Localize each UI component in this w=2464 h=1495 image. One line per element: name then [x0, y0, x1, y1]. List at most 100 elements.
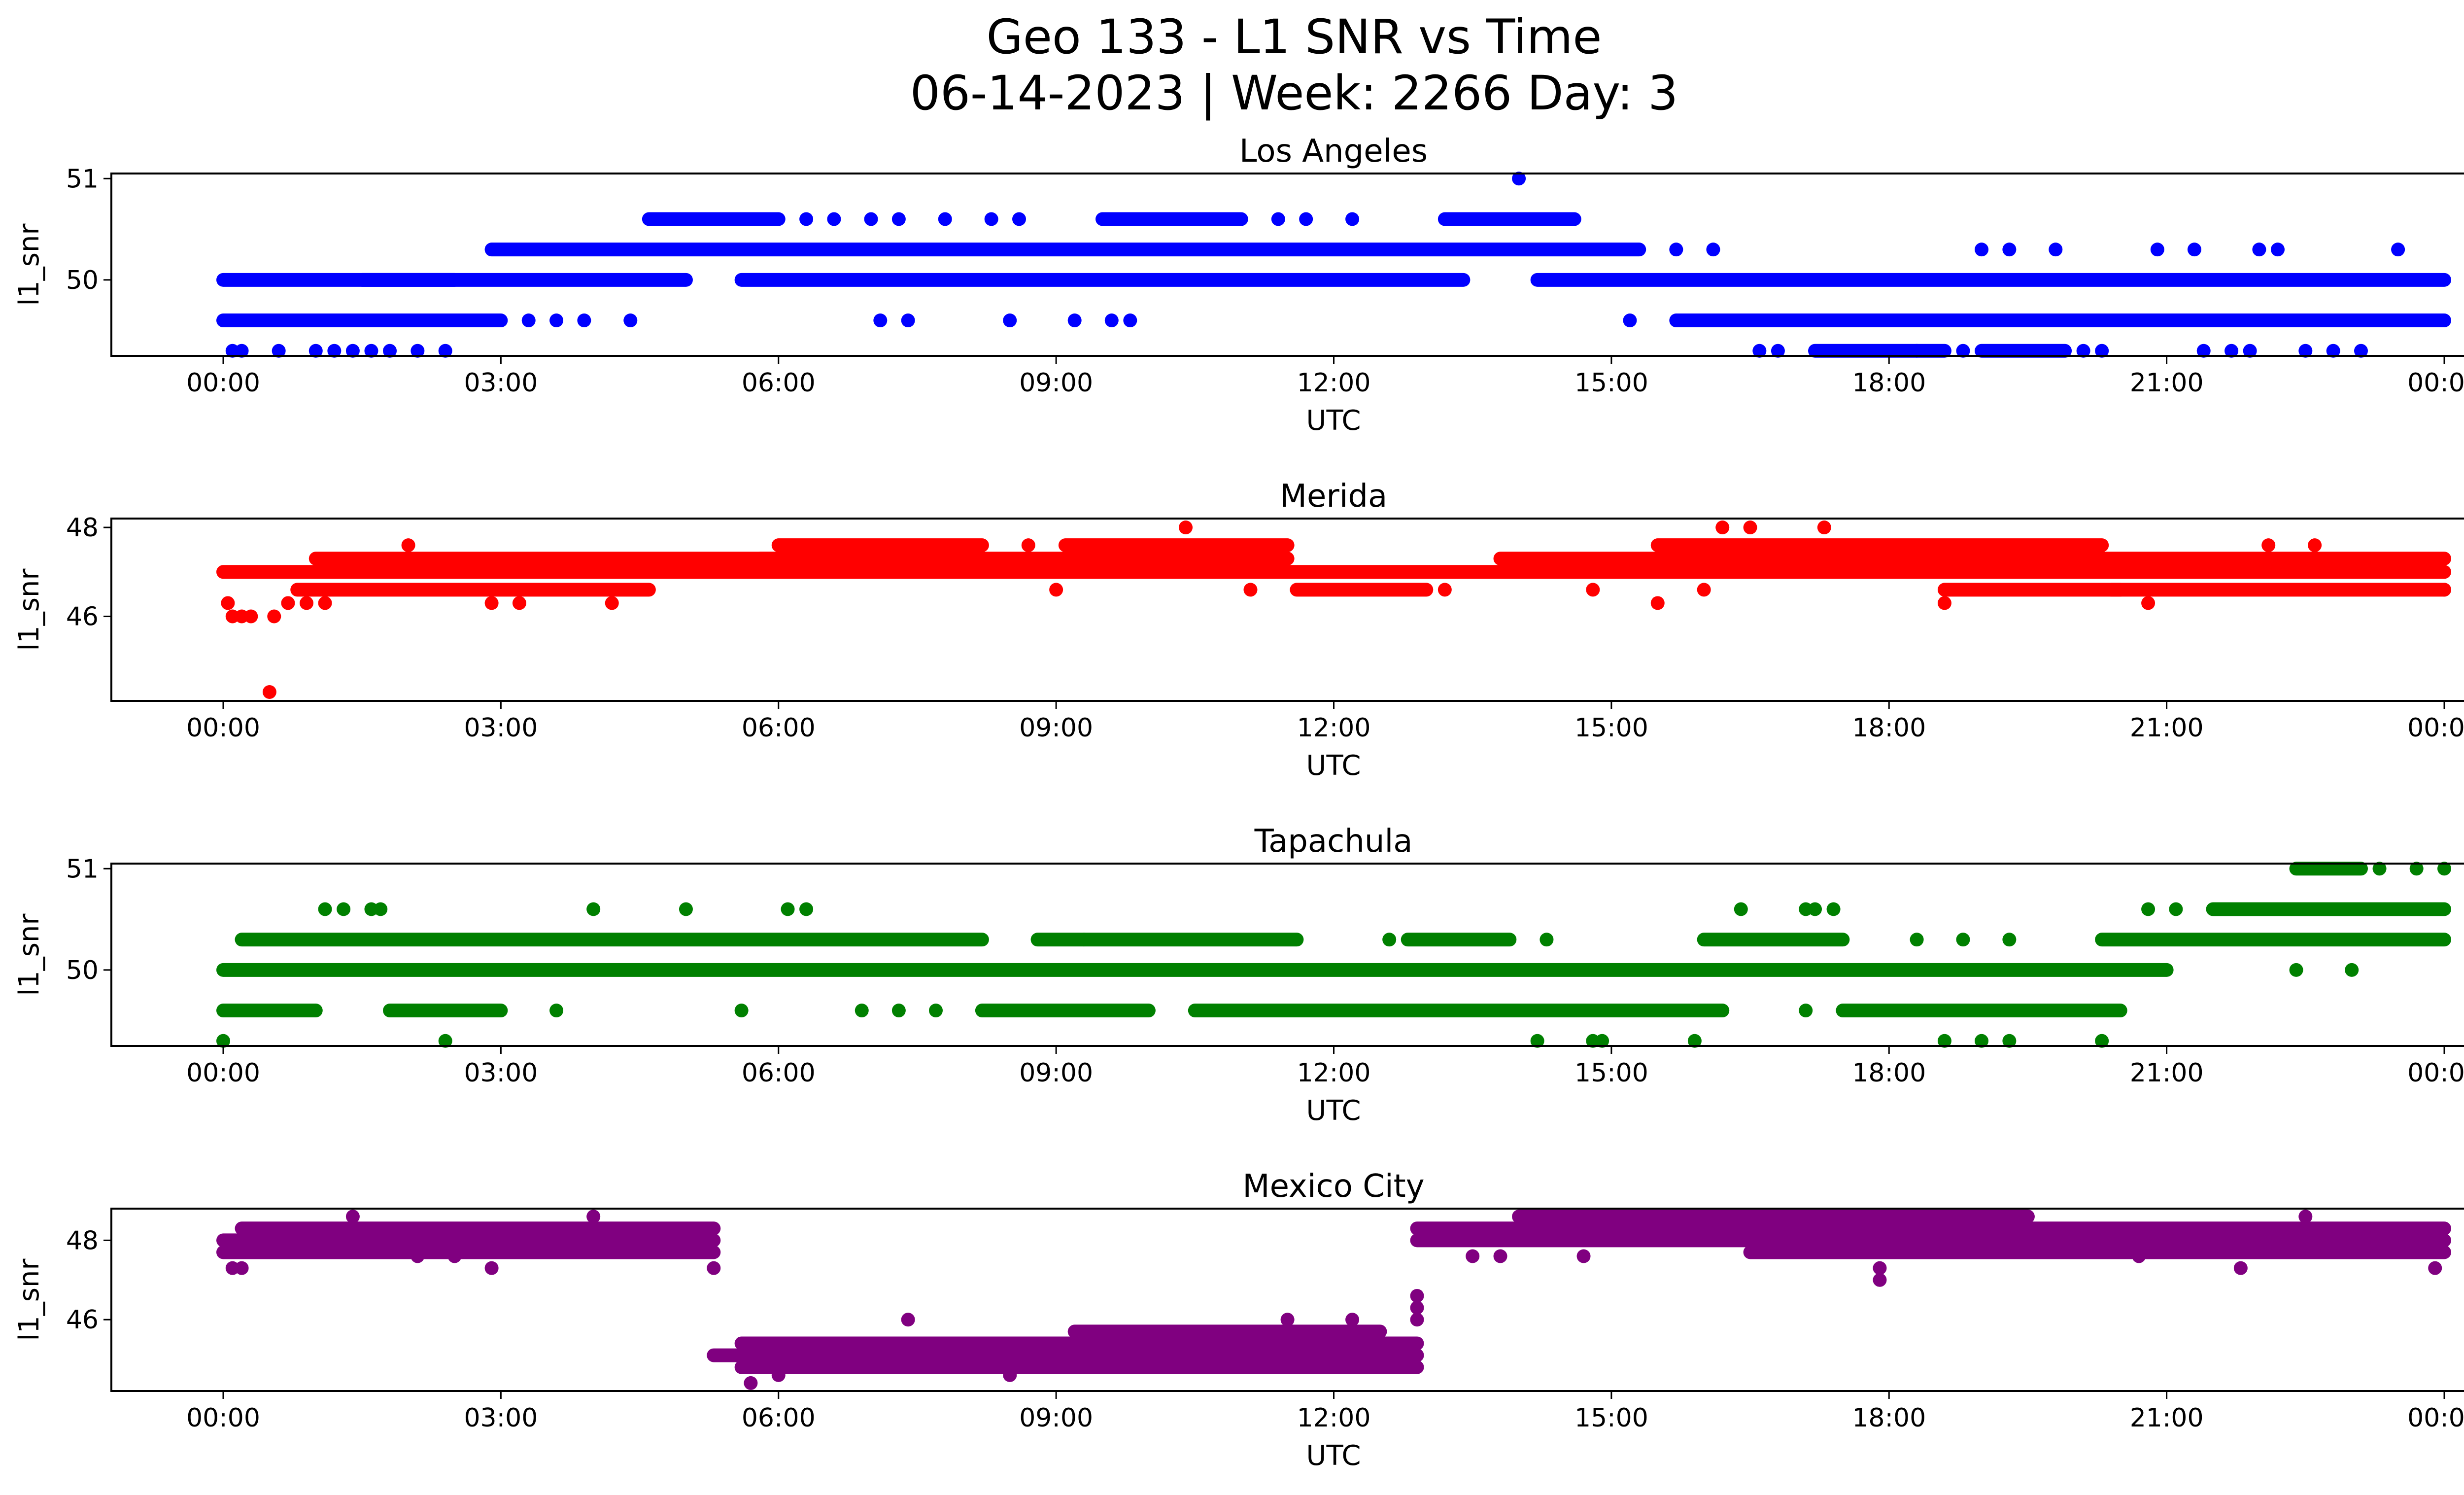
data-point [1975, 243, 1989, 257]
data-point [216, 1034, 230, 1048]
y-tick-label: 50 [66, 956, 99, 985]
data-point [1586, 583, 1600, 597]
data-point-run [2104, 583, 2451, 597]
data-point-run [235, 1221, 721, 1236]
x-axis-label: UTC [1306, 1440, 1361, 1472]
data-point-run [216, 963, 2174, 977]
data-point-run [216, 565, 2451, 579]
data-series [216, 862, 2451, 1048]
data-point-run [1530, 273, 2451, 287]
y-axis-label: l1_snr [13, 223, 45, 306]
data-point [1743, 521, 1757, 535]
data-point [2409, 862, 2424, 876]
data-point [891, 1004, 906, 1018]
data-point [1956, 933, 1970, 947]
x-tick-label: 18:00 [1852, 713, 1926, 743]
x-tick-label: 12:00 [1297, 713, 1371, 743]
data-point [864, 212, 878, 226]
data-series [216, 1210, 2451, 1390]
data-point [2002, 243, 2017, 257]
data-point-run [216, 1004, 323, 1018]
data-point [2270, 243, 2285, 257]
data-point [2002, 933, 2017, 947]
data-point [2224, 344, 2239, 358]
data-series [216, 172, 2451, 358]
data-point [623, 313, 638, 328]
data-point [235, 344, 249, 358]
x-tick-label: 00:00 [2407, 368, 2464, 398]
data-point [337, 902, 351, 916]
x-tick-label: 00:00 [186, 713, 260, 743]
x-tick-label: 03:00 [464, 1058, 538, 1088]
x-tick-label: 12:00 [1297, 1058, 1371, 1088]
data-point [221, 596, 235, 610]
data-point-run [1493, 552, 2451, 566]
data-point [1243, 583, 1258, 597]
data-point-run [1067, 1324, 1387, 1339]
data-point [799, 902, 814, 916]
x-tick-label: 09:00 [1019, 1403, 1093, 1433]
data-point-run [1836, 1004, 2127, 1018]
data-point [855, 1004, 869, 1018]
data-point [1021, 538, 1035, 553]
data-point-run [484, 243, 1646, 257]
data-point [1410, 1288, 1424, 1303]
x-tick-label: 03:00 [464, 1403, 538, 1433]
data-point [2076, 344, 2090, 358]
data-point [2437, 583, 2451, 597]
data-point [374, 902, 388, 916]
data-point-run [1650, 538, 2109, 553]
x-tick-label: 00:00 [2407, 713, 2464, 743]
x-tick-label: 18:00 [1852, 1403, 1926, 1433]
data-point [549, 1004, 564, 1018]
panel-title: Merida [1280, 478, 1388, 515]
x-axis-label: UTC [1306, 1095, 1361, 1127]
x-tick-label: 21:00 [2130, 1058, 2204, 1088]
data-point [1437, 583, 1452, 597]
data-point [799, 212, 814, 226]
data-point-run [216, 313, 508, 328]
data-point-run [383, 1004, 508, 1018]
y-tick-label: 46 [66, 1305, 99, 1335]
data-point [484, 596, 499, 610]
data-point [1937, 596, 1951, 610]
data-point [1493, 1249, 1507, 1263]
data-point-run [1188, 1004, 1730, 1018]
data-point-run [1937, 583, 2127, 597]
data-point [318, 902, 332, 916]
data-point [1576, 1249, 1591, 1263]
data-point [2428, 1261, 2442, 1275]
x-tick-label: 15:00 [1574, 368, 1648, 398]
data-point [401, 538, 415, 553]
data-point [1706, 243, 1720, 257]
data-point [438, 1034, 452, 1048]
data-point-run [975, 1004, 1156, 1018]
panel-merida: Merida 00:00 03:00 06:00 09:00 12:00 15:00 18:0… [13, 478, 2464, 782]
data-point [327, 344, 342, 358]
y-axis-label: l1_snr [13, 913, 45, 996]
data-point [928, 1004, 943, 1018]
x-tick-label: 06:00 [742, 1058, 816, 1088]
data-point [938, 212, 952, 226]
data-point [2298, 344, 2313, 358]
data-point [235, 1261, 249, 1275]
data-point [1771, 344, 1785, 358]
data-point [1049, 583, 1063, 597]
data-point [318, 596, 332, 610]
panel-tapachula: Tapachula 00:00 03:00 06:00 09:00 12:00 15:00 1… [13, 823, 2464, 1127]
data-point [1271, 212, 1285, 226]
data-point [1410, 1301, 1424, 1315]
data-point-run [1401, 933, 1517, 947]
x-tick-label: 00:00 [186, 368, 260, 398]
data-point [1669, 243, 1683, 257]
x-axis-label: UTC [1306, 750, 1361, 782]
data-point [1752, 344, 1767, 358]
x-tick-label: 00:00 [186, 1058, 260, 1088]
data-point [1067, 313, 1082, 328]
x-tick-label: 06:00 [742, 1403, 816, 1433]
data-point [1345, 212, 1360, 226]
x-tick-label: 06:00 [742, 713, 816, 743]
y-tick-label: 48 [66, 1226, 99, 1255]
x-tick-label: 21:00 [2130, 713, 2204, 743]
